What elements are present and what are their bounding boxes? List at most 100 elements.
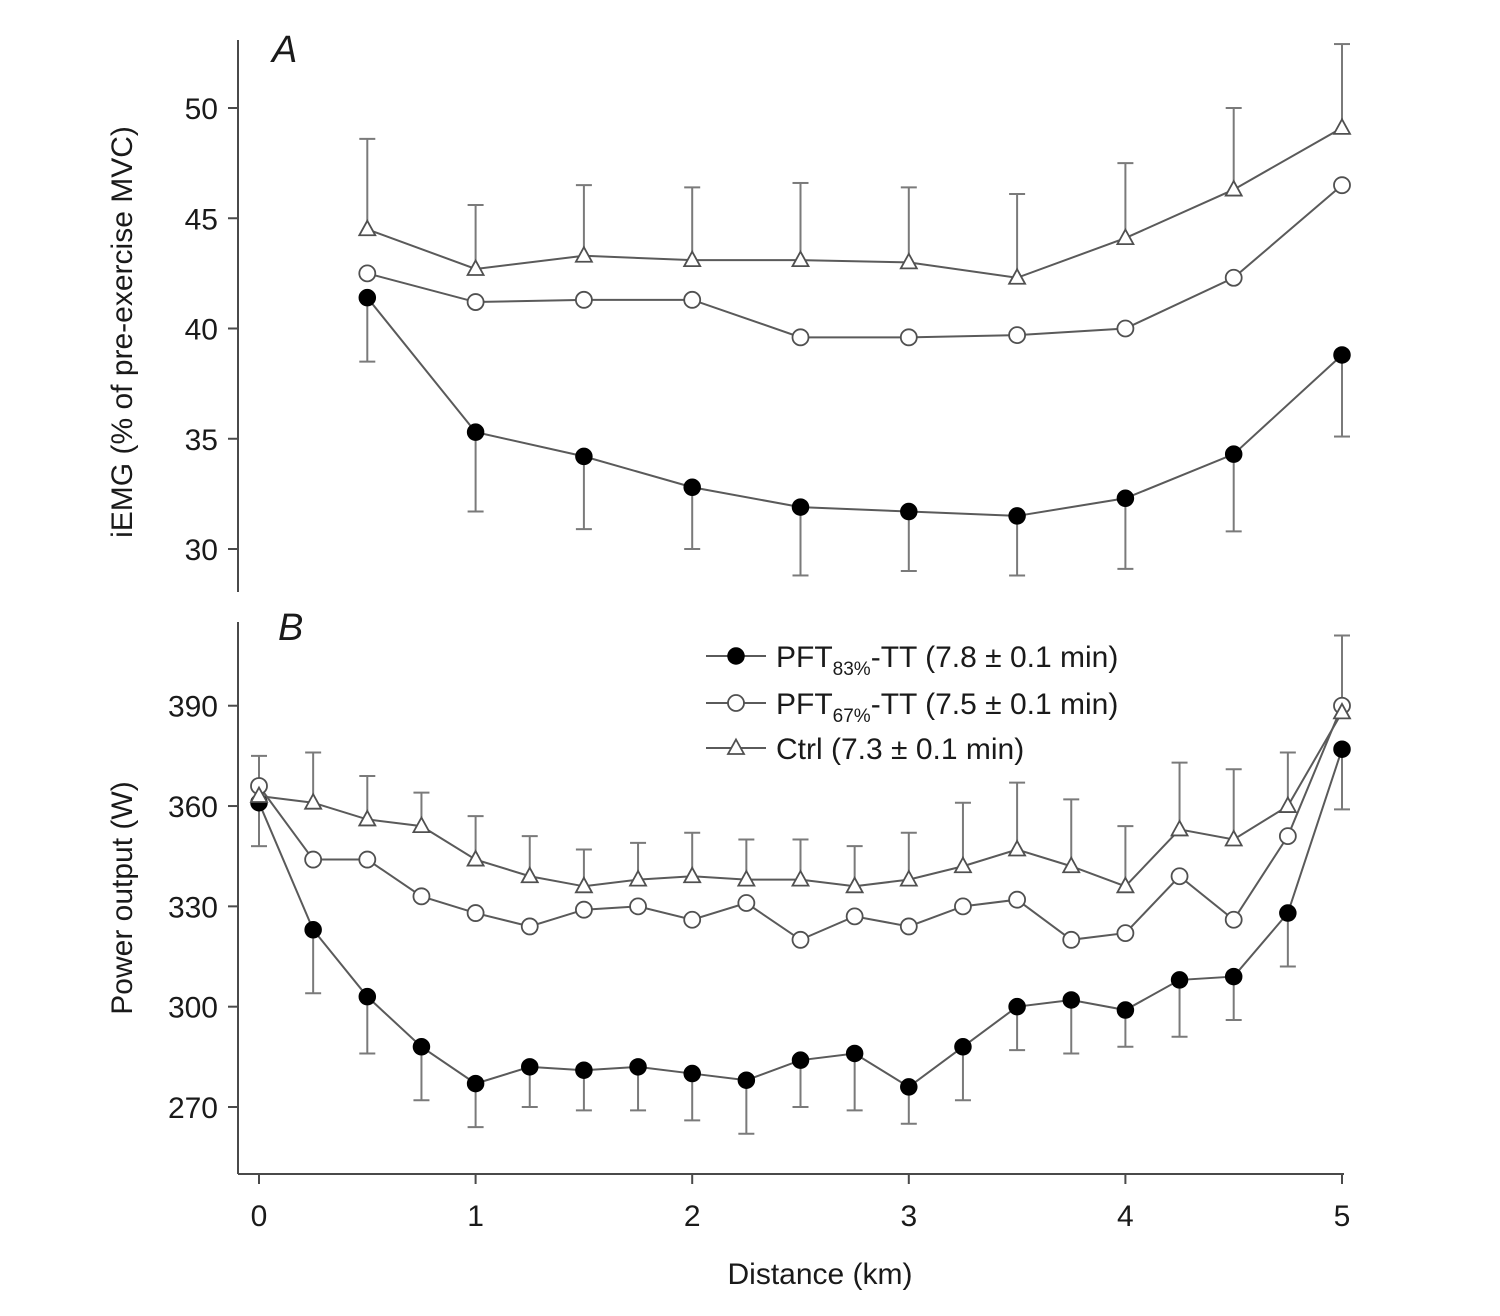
panel-a-point-pft67-tt xyxy=(1333,176,1351,195)
panel-b-ticks: 270 300 330 360 390 0 1 2 3 4 5 xyxy=(168,691,1350,1233)
panel-b-point-pft83-tt xyxy=(954,1038,972,1056)
panel-a-point-pft83-tt xyxy=(1333,346,1351,364)
panel-a-point-pft67-tt xyxy=(358,264,377,283)
panel-b-point-pft83-tt xyxy=(358,987,377,1006)
panel-a-y-tick-label: 50 xyxy=(185,93,218,126)
panel-b-point-ctrl xyxy=(249,785,269,803)
panel-b-point-pft67-tt xyxy=(1062,930,1081,949)
panel-b-point-pft67-tt xyxy=(1224,910,1243,929)
panel-b-point-pft83-tt xyxy=(575,1061,593,1079)
panel-b-point-ctrl xyxy=(303,792,323,810)
panel-b-point-pft67-tt xyxy=(954,897,972,916)
legend-label-pft83: PFT83%-TT (7.8 ± 0.1 min) xyxy=(776,641,1118,680)
panel-b-point-pft67-tt xyxy=(1116,924,1135,943)
panel-b-point-pft83-tt xyxy=(412,1038,431,1056)
panel-b-point-pft67-tt xyxy=(683,910,702,929)
panel-a-point-ctrl xyxy=(574,245,594,263)
panel-b-markers xyxy=(249,696,1352,1096)
panel-a-point-pft83-tt xyxy=(1116,489,1135,508)
panel-a-point-pft67-tt xyxy=(791,328,810,347)
panel-b-y-tick-label: 270 xyxy=(168,1092,218,1125)
panel-b-point-pft67-tt xyxy=(791,930,810,949)
panel-b-point-pft83-tt xyxy=(521,1058,539,1076)
panel-b-point-pft83-tt xyxy=(466,1074,485,1093)
panel-a-point-pft83-tt xyxy=(900,502,918,521)
panel-a-point-ctrl xyxy=(357,218,377,237)
panel-b-label: B xyxy=(278,607,303,649)
panel-a-point-pft67-tt xyxy=(683,290,702,309)
panel-b-point-pft67-tt xyxy=(1170,867,1189,886)
panel-b-point-ctrl xyxy=(1278,795,1298,813)
panel-b-point-pft83-tt xyxy=(1279,904,1297,922)
panel-b: B Power output (W) Distance (km) 270 300 3… xyxy=(106,607,1352,1291)
panel-b-y-tick-label: 360 xyxy=(168,791,218,824)
legend-item-ctrl: Ctrl (7.3 ± 0.1 min) xyxy=(706,733,1024,766)
panel-b-point-pft67-tt xyxy=(304,850,323,869)
panel-b-point-ctrl xyxy=(1170,819,1190,837)
panel-b-point-pft67-tt xyxy=(412,887,431,906)
panel-a-point-ctrl xyxy=(1224,179,1244,197)
panel-a-point-ctrl xyxy=(1115,227,1135,245)
panel-a-y-tick-label: 35 xyxy=(185,424,218,457)
panel-b-point-pft67-tt xyxy=(629,897,647,916)
panel-b-x-tick-label: 2 xyxy=(684,1200,701,1233)
panel-b-point-ctrl xyxy=(411,815,431,834)
panel-a-line-pft83-tt xyxy=(366,297,1343,517)
legend-label-ctrl: Ctrl (7.3 ± 0.1 min) xyxy=(776,733,1024,766)
panel-b-point-ctrl xyxy=(466,849,486,867)
panel-a-point-pft83-tt xyxy=(683,478,701,497)
panel-a-point-pft67-tt xyxy=(899,328,918,347)
panel-b-point-pft67-tt xyxy=(899,917,918,936)
panel-b-x-axis-title: Distance (km) xyxy=(727,1258,912,1291)
panel-b-point-pft83-tt xyxy=(791,1051,810,1069)
panel-a-point-pft67-tt xyxy=(1008,326,1026,345)
panel-b-point-ctrl xyxy=(790,869,811,887)
panel-b-x-tick-label: 5 xyxy=(1334,1200,1351,1233)
panel-b-point-pft83-tt xyxy=(1333,740,1351,758)
panel-b-point-pft83-tt xyxy=(1170,971,1189,989)
panel-b-y-tick-label: 300 xyxy=(168,992,218,1025)
panel-b-point-pft67-tt xyxy=(575,900,593,919)
panel-a-point-pft83-tt xyxy=(358,288,377,307)
panel-a-point-ctrl xyxy=(1332,117,1352,135)
panel-b-point-pft67-tt xyxy=(1278,827,1297,846)
panel-b-point-ctrl xyxy=(574,875,594,894)
panel-a-label: A xyxy=(270,29,297,71)
panel-b-y-tick-label: 330 xyxy=(168,891,218,924)
legend-item-pft67: PFT67%-TT (7.5 ± 0.1 min) xyxy=(706,688,1118,727)
panel-a-y-tick-label: 30 xyxy=(185,534,218,567)
panel-a-y-axis-title: iEMG (% of pre-exercise MVC) xyxy=(106,126,139,538)
panel-a-point-pft67-tt xyxy=(575,290,593,309)
panel-b-point-pft83-tt xyxy=(683,1064,701,1083)
panel-a-point-pft83-tt xyxy=(791,498,810,516)
panel-b-point-ctrl xyxy=(736,869,756,887)
panel-b-point-pft83-tt xyxy=(304,921,322,939)
panel-b-point-pft83-tt xyxy=(1224,967,1243,986)
panel-a-point-pft67-tt xyxy=(466,293,485,311)
panel-b-point-ctrl xyxy=(1224,829,1244,847)
panel-b-point-pft83-tt xyxy=(629,1058,647,1076)
panel-a-point-pft83-tt xyxy=(1008,507,1026,525)
panel-b-point-pft83-tt xyxy=(1008,997,1026,1016)
legend-marker-ctrl xyxy=(726,737,746,755)
panel-b-point-ctrl xyxy=(953,855,973,874)
panel-b-point-pft67-tt xyxy=(520,917,539,936)
panel-a-point-pft83-tt xyxy=(1224,445,1243,463)
panel-a-y-ticks: 30 35 40 45 50 xyxy=(185,93,238,567)
panel-b-x-tick-label: 1 xyxy=(467,1200,484,1233)
panel-a-error-bars xyxy=(359,43,1350,577)
panel-a-y-tick-label: 40 xyxy=(185,314,218,347)
panel-b-point-pft67-tt xyxy=(466,904,485,922)
panel-a-point-ctrl xyxy=(466,258,486,276)
panel-b-point-pft83-tt xyxy=(737,1071,756,1089)
panel-b-point-pft67-tt xyxy=(845,907,864,926)
legend-marker-pft67 xyxy=(727,694,745,712)
panel-b-point-ctrl xyxy=(520,865,540,884)
legend-item-pft83: PFT83%-TT (7.8 ± 0.1 min) xyxy=(706,641,1118,680)
legend-marker-pft83 xyxy=(727,647,745,665)
legend: PFT83%-TT (7.8 ± 0.1 min) PFT67%-TT (7.5… xyxy=(706,641,1118,766)
panel-a-point-pft67-tt xyxy=(1224,268,1243,287)
panel-a-series-lines xyxy=(366,126,1343,517)
panel-b-error-bars xyxy=(251,634,1350,1135)
